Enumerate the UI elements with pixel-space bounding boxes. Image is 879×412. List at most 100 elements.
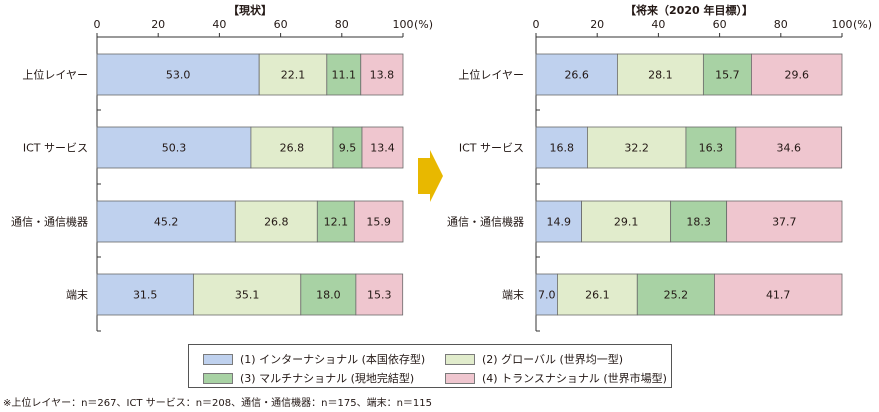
x-tick-label: 80 (335, 18, 349, 31)
chart-panel-future: 【将来（2020 年目標）】 0 20 40 60 80 100 (%) 上位レイヤー 26.6 2… (447, 3, 872, 332)
data-label: 15.3 (367, 289, 392, 302)
bar-segment (581, 200, 672, 243)
category-label: 通信・通信機器 (11, 215, 88, 229)
bar-segment (557, 273, 638, 316)
data-label: 37.7 (772, 216, 797, 229)
bar-segment (535, 200, 582, 243)
data-label: 29.6 (784, 69, 809, 82)
legend-item-global: (2) グローバル (世界均一型) (445, 351, 623, 367)
bar-segment (702, 53, 752, 96)
legend-label-multinational: (3) マルチナショナル (現地完結型) (240, 372, 415, 385)
bar-segment (250, 126, 334, 169)
legend-swatch-international (203, 353, 233, 365)
data-label: 29.1 (614, 216, 639, 229)
data-label: 26.8 (280, 142, 305, 155)
data-label: 9.5 (339, 142, 357, 155)
data-label: 53.0 (166, 69, 191, 82)
data-label: 50.3 (162, 142, 187, 155)
legend-item-transnational: (4) トランスナショナル (世界市場型) (445, 370, 667, 386)
x-unit-label: (%) (853, 18, 872, 31)
data-label: 28.1 (648, 69, 673, 82)
data-label: 16.3 (699, 142, 724, 155)
bar-segment (332, 126, 363, 169)
category-label: ICT サービス (459, 142, 524, 155)
legend-item-international: (1) インターナショナル (本国依存型) (203, 351, 425, 367)
chart-title: 【現状】 (228, 3, 272, 17)
data-label: 12.1 (324, 216, 349, 229)
data-label: 25.2 (664, 289, 689, 302)
bar-segment (726, 200, 843, 243)
bar-segment (616, 53, 704, 96)
bar-segment (361, 126, 404, 169)
legend: (1) インターナショナル (本国依存型) (2) グローバル (世界均一型) … (188, 344, 672, 388)
legend-item-multinational: (3) マルチナショナル (現地完結型) (203, 370, 414, 386)
data-label: 18.3 (686, 216, 711, 229)
bar-segment (587, 126, 687, 169)
chart-title: 【将来（2020 年目標）】 (625, 3, 753, 17)
x-tick-label: 40 (212, 18, 226, 31)
data-label: 31.5 (133, 289, 158, 302)
data-label: 13.4 (370, 142, 395, 155)
category-label: 端末 (502, 288, 524, 302)
data-label: 14.9 (547, 216, 572, 229)
data-label: 41.7 (766, 289, 791, 302)
bar-segment (360, 53, 404, 96)
data-label: 32.2 (624, 142, 649, 155)
bar-segment (535, 126, 588, 169)
bar-segment (751, 53, 843, 96)
data-label: 16.8 (549, 142, 574, 155)
bar-segment (258, 53, 328, 96)
data-label: 7.0 (538, 289, 556, 302)
x-tick-label: 60 (274, 18, 288, 31)
x-tick-label: 100 (393, 18, 414, 31)
legend-swatch-global (445, 353, 475, 365)
x-tick-label: 0 (94, 18, 101, 31)
x-unit-label: (%) (414, 18, 433, 31)
data-label: 11.1 (332, 69, 357, 82)
bar-segment (96, 126, 252, 169)
category-label: 上位レイヤー (22, 68, 88, 82)
x-tick-label: 100 (832, 18, 853, 31)
bar-segment (670, 200, 728, 243)
data-label: 26.6 (564, 69, 589, 82)
data-label: 15.9 (366, 216, 391, 229)
bar-segment (636, 273, 715, 316)
data-label: 13.8 (370, 69, 395, 82)
footnote: ※上位レイヤー：n＝267、ICT サービス：n＝208、通信・通信機器：n＝1… (3, 398, 432, 409)
legend-swatch-transnational (445, 372, 475, 384)
data-label: 34.6 (777, 142, 802, 155)
x-tick-label: 0 (533, 18, 540, 31)
bar-segment (96, 53, 260, 96)
data-label: 26.1 (585, 289, 610, 302)
legend-label-international: (1) インターナショナル (本国依存型) (240, 353, 426, 366)
x-tick-label: 60 (713, 18, 727, 31)
legend-label-global: (2) グローバル (世界均一型) (482, 353, 624, 366)
data-label: 15.7 (715, 69, 740, 82)
right-arrow-icon (418, 150, 443, 202)
bar-segment (735, 126, 843, 169)
legend-label-transnational: (4) トランスナショナル (世界市場型) (482, 372, 667, 385)
x-tick-label: 80 (774, 18, 788, 31)
category-label: 通信・通信機器 (447, 215, 524, 229)
data-label: 18.0 (316, 289, 341, 302)
bar-segment (96, 273, 194, 316)
bar-segment (535, 53, 618, 96)
x-tick-label: 40 (651, 18, 665, 31)
bar-segment (192, 273, 302, 316)
bar-segment (353, 200, 404, 243)
category-label: 端末 (66, 288, 88, 302)
category-label: ICT サービス (23, 142, 88, 155)
bar-segment (355, 273, 404, 316)
chart-panel-current: 【現状】 0 20 40 60 80 100 (%) 上位レイヤー 53.0 22.1 11.1 13.… (11, 3, 433, 332)
data-label: 22.1 (281, 69, 306, 82)
category-label: 上位レイヤー (458, 68, 524, 82)
data-label: 45.2 (154, 216, 179, 229)
x-tick-label: 20 (151, 18, 165, 31)
bar-segment (713, 273, 843, 316)
bar-segment (326, 53, 362, 96)
x-tick-label: 20 (590, 18, 604, 31)
data-label: 26.8 (264, 216, 289, 229)
legend-swatch-multinational (203, 372, 233, 384)
data-label: 35.1 (235, 289, 260, 302)
